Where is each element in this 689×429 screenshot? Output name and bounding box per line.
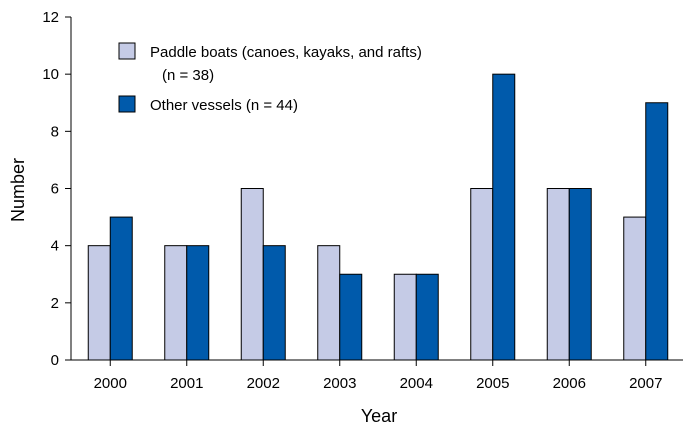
x-tick-label-2004: 2004 (400, 375, 433, 392)
y-axis-title: Number (8, 158, 28, 222)
y-tick-label: 2 (51, 295, 59, 312)
legend: Paddle boats (canoes, kayaks, and rafts)… (118, 42, 422, 114)
legend-label-paddle-boats-count: (n = 38) (162, 67, 214, 84)
y-axis-ticks: 0 2 4 6 8 10 12 (42, 9, 71, 369)
x-tick-label-2005: 2005 (476, 375, 509, 392)
bar-paddle-boats-2004 (393, 273, 417, 361)
y-tick-label: 12 (42, 9, 59, 26)
x-tick-label-2001: 2001 (170, 375, 203, 392)
bar-other-vessels-2005 (492, 73, 516, 361)
bar-other-vessels-2002 (262, 245, 286, 361)
bar-other-vessels-2001 (186, 245, 210, 361)
bar-paddle-boats-2002 (240, 188, 264, 361)
bar-paddle-boats-2001 (164, 245, 188, 361)
legend-label-paddle-boats: Paddle boats (canoes, kayaks, and rafts) (150, 44, 422, 61)
x-axis-ticks: 2000 2001 2002 2003 2004 2005 2006 2007 (94, 360, 662, 392)
y-tick-label: 4 (51, 238, 59, 255)
y-tick-label: 0 (51, 352, 59, 369)
x-tick-label-2007: 2007 (629, 375, 662, 392)
bar-paddle-boats-2006 (546, 188, 570, 361)
bar-other-vessels-2004 (415, 273, 439, 361)
x-tick-label-2003: 2003 (323, 375, 356, 392)
bar-other-vessels-2006 (568, 188, 592, 361)
legend-swatch-paddle-boats (118, 42, 136, 60)
legend-swatch-other-vessels (118, 95, 136, 113)
bar-paddle-boats-2005 (470, 188, 494, 361)
bar-other-vessels-2003 (339, 273, 363, 361)
bar-paddle-boats-2000 (87, 245, 111, 361)
x-tick-label-2002: 2002 (247, 375, 280, 392)
bar-paddle-boats-2007 (623, 216, 647, 361)
y-tick-label: 10 (42, 66, 59, 83)
bar-paddle-boats-2003 (317, 245, 341, 361)
x-tick-label-2000: 2000 (94, 375, 127, 392)
x-axis-title: Year (361, 406, 397, 426)
x-tick-label-2006: 2006 (553, 375, 586, 392)
legend-label-other-vessels: Other vessels (n = 44) (150, 97, 298, 114)
y-tick-label: 8 (51, 123, 59, 140)
bar-other-vessels-2000 (109, 216, 133, 361)
y-tick-label: 6 (51, 181, 59, 198)
bars (87, 73, 669, 361)
bar-other-vessels-2007 (645, 102, 669, 361)
